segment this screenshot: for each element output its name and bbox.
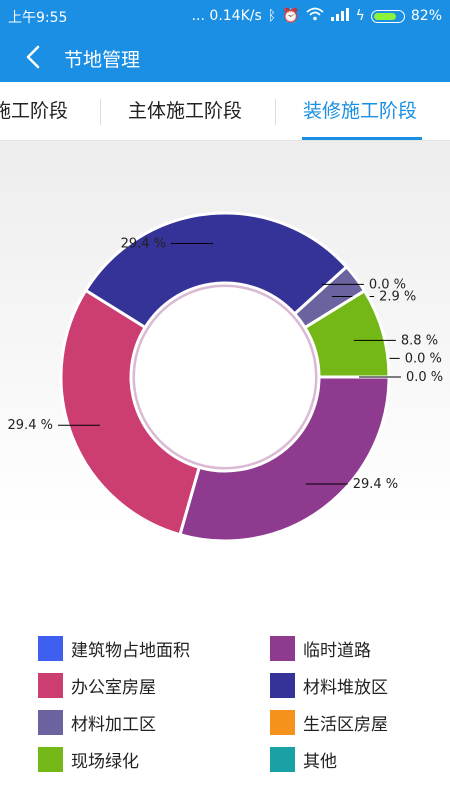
legend-swatch [270, 636, 295, 661]
tab-bar: 施工阶段 主体施工阶段 装修施工阶段 [0, 82, 450, 141]
page-title: 节地管理 [64, 49, 141, 71]
legend-item[interactable]: 其他 [270, 747, 337, 772]
data-label: 29.4 % [353, 477, 398, 492]
app-bar: 节地管理 [0, 32, 450, 82]
pie-slice[interactable] [178, 375, 391, 543]
tab-main-construction-stage[interactable]: 主体施工阶段 [128, 100, 243, 122]
legend-label: 材料堆放区 [303, 678, 388, 698]
tab-decoration-stage[interactable]: 装修施工阶段 [303, 100, 418, 122]
wifi-icon [306, 7, 324, 25]
legend-label: 材料加工区 [71, 715, 156, 735]
charging-icon: ϟ [355, 8, 365, 24]
legend-label: 生活区房屋 [303, 715, 388, 735]
active-tab-indicator [302, 137, 422, 140]
data-label: 29.4 % [8, 418, 53, 433]
status-right: ... 0.14K/s ᛒ ⏰ ϟ 82% [192, 7, 442, 25]
data-label: 2.9 % [379, 289, 416, 304]
data-label: 0.0 % [406, 370, 443, 385]
legend-item[interactable]: 临时道路 [270, 636, 371, 661]
legend-swatch [38, 636, 63, 661]
legend-label: 临时道路 [303, 641, 371, 661]
legend-label: 建筑物占地面积 [71, 641, 190, 661]
legend-swatch [270, 747, 295, 772]
chart-area: 0.0 % 29.4 % 29.4 % 29.4 % 2.9 % 0.0 % 8.8 % 0.… [0, 141, 450, 800]
alarm-icon: ⏰ [282, 8, 300, 24]
legend-swatch [38, 747, 63, 772]
legend-item[interactable]: 现场绿化 [38, 747, 139, 772]
status-time: 上午9:55 [8, 10, 68, 26]
legend-item[interactable]: 建筑物占地面积 [38, 636, 190, 661]
data-label: 0.0 % [405, 351, 442, 366]
legend-item[interactable]: 生活区房屋 [270, 710, 388, 735]
donut-hole [135, 287, 315, 467]
data-label: 8.8 % [401, 333, 438, 348]
battery-icon [370, 9, 405, 23]
data-label: 29.4 % [121, 237, 166, 252]
battery-percent: 82% [410, 8, 442, 24]
bluetooth-icon: ᛒ [267, 8, 277, 24]
network-speed: ... 0.14K/s [191, 8, 262, 24]
pie-slice[interactable] [59, 288, 202, 537]
tab-construction-stage[interactable]: 施工阶段 [0, 100, 69, 122]
legend-label: 现场绿化 [71, 752, 139, 772]
status-bar: 上午9:55 ... 0.14K/s ᛒ ⏰ ϟ 82% [0, 0, 450, 32]
legend-label: 其他 [303, 752, 337, 772]
legend-swatch [38, 673, 63, 698]
signal-icon [330, 7, 350, 25]
donut-chart: 0.0 %29.4 %29.4 %29.4 %2.9 %0.0 %8.8 %0.… [8, 211, 443, 543]
pie-slice[interactable] [83, 211, 349, 330]
tab-divider [275, 99, 276, 125]
legend-swatch [270, 710, 295, 735]
legend-item[interactable]: 材料加工区 [38, 710, 156, 735]
battery-fill [373, 12, 396, 20]
legend-swatch [38, 710, 63, 735]
back-arrow-icon[interactable] [22, 44, 48, 70]
data-label: 0.0 % [369, 277, 406, 292]
tab-divider [100, 99, 101, 125]
legend-swatch [270, 673, 295, 698]
legend-label: 办公室房屋 [71, 678, 156, 698]
legend-item[interactable]: 材料堆放区 [270, 673, 388, 698]
legend-item[interactable]: 办公室房屋 [38, 673, 156, 698]
